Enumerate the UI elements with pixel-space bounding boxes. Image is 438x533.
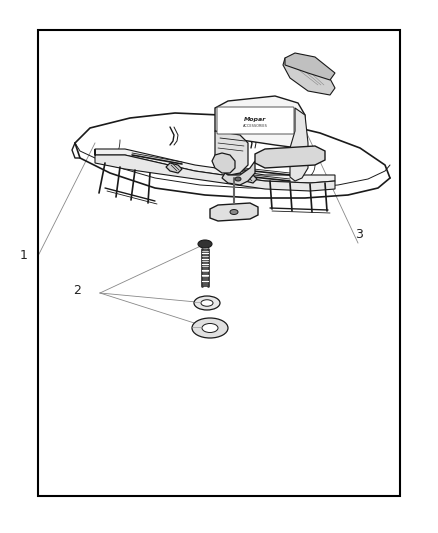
Ellipse shape	[202, 324, 218, 333]
Ellipse shape	[192, 318, 228, 338]
Polygon shape	[241, 173, 257, 183]
Polygon shape	[95, 149, 335, 183]
Ellipse shape	[198, 240, 212, 248]
FancyBboxPatch shape	[217, 107, 294, 134]
Polygon shape	[212, 153, 235, 173]
Polygon shape	[215, 96, 305, 148]
Polygon shape	[166, 163, 182, 173]
Text: Mopar: Mopar	[244, 117, 266, 123]
Text: 2: 2	[73, 284, 81, 297]
Polygon shape	[218, 103, 300, 137]
Polygon shape	[285, 53, 335, 80]
Text: 1: 1	[20, 249, 28, 262]
Ellipse shape	[201, 300, 213, 306]
Polygon shape	[222, 161, 255, 185]
Ellipse shape	[194, 296, 220, 310]
Ellipse shape	[230, 209, 238, 214]
Ellipse shape	[235, 177, 241, 181]
Polygon shape	[95, 149, 335, 191]
Text: 3: 3	[355, 228, 363, 241]
Bar	[38, 30, 400, 496]
Bar	[202, 249, 208, 286]
Polygon shape	[215, 131, 248, 175]
Polygon shape	[210, 203, 258, 221]
Polygon shape	[283, 58, 335, 95]
Text: ACCESSORIES: ACCESSORIES	[243, 124, 268, 128]
Polygon shape	[290, 108, 308, 181]
Polygon shape	[255, 146, 325, 168]
